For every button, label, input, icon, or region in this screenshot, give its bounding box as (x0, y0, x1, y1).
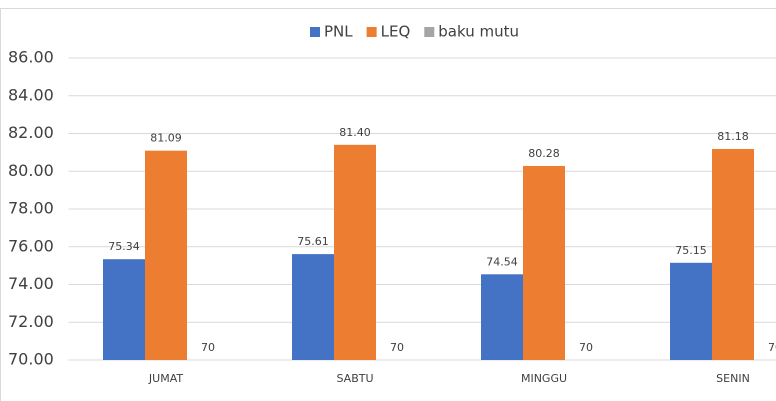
y-tick-label: 74.00 (8, 274, 54, 293)
value-label: 81.18 (717, 130, 749, 143)
chart-border (0, 8, 776, 401)
value-label: 70 (768, 341, 776, 354)
y-tick-label: 86.00 (8, 48, 54, 67)
y-tick-label: 84.00 (8, 85, 54, 104)
legend-swatch (424, 27, 435, 37)
legend-label: PNL (324, 23, 353, 41)
bar (103, 259, 145, 360)
bar (481, 274, 523, 360)
value-label: 81.09 (150, 132, 182, 145)
value-label: 81.40 (339, 126, 371, 139)
value-label: 70 (579, 341, 593, 354)
x-tick-label: SENIN (716, 372, 750, 385)
legend-swatch (310, 27, 320, 37)
y-tick-label: 70.00 (8, 350, 54, 369)
legend-swatch (366, 27, 377, 37)
x-tick-label: JUMAT (148, 372, 183, 385)
y-tick-label: 80.00 (8, 161, 54, 180)
y-tick-label: 72.00 (8, 312, 54, 331)
legend-label: LEQ (381, 23, 411, 41)
value-label: 70 (201, 341, 215, 354)
value-label: 75.61 (297, 235, 329, 248)
x-tick-label: MINGGU (521, 372, 567, 385)
value-label: 80.28 (528, 147, 560, 160)
bar (292, 254, 334, 360)
value-label: 75.15 (675, 244, 707, 257)
legend-label: baku mutu (438, 23, 519, 41)
bar (712, 148, 754, 360)
x-tick-label: SABTU (336, 372, 373, 385)
bar (334, 144, 376, 360)
bar (145, 150, 187, 360)
bar (523, 165, 565, 360)
y-tick-label: 78.00 (8, 199, 54, 218)
y-tick-label: 82.00 (8, 123, 54, 142)
value-label: 74.54 (486, 255, 518, 268)
y-tick-label: 76.00 (8, 236, 54, 255)
bar (670, 262, 712, 360)
value-label: 75.34 (108, 240, 140, 253)
value-label: 70 (390, 341, 404, 354)
